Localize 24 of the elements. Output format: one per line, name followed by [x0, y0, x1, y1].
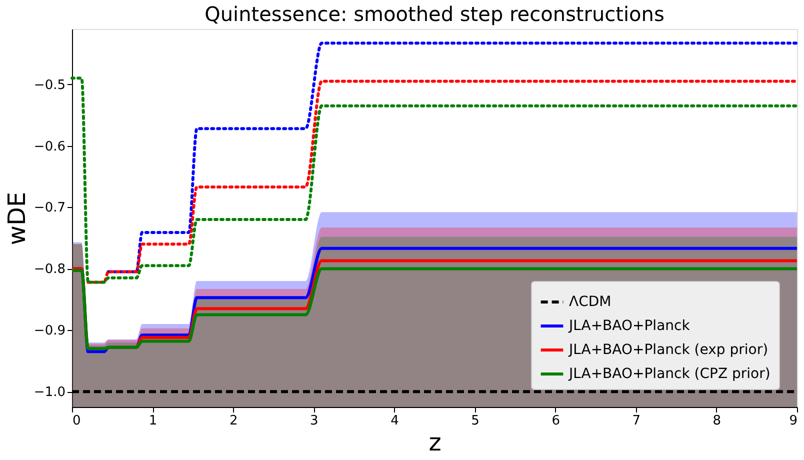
x-tick-label: 6 [552, 414, 560, 428]
y-tick-label: −0.9 [34, 324, 66, 339]
x-axis-title: z [428, 428, 442, 456]
legend-label: JLA+BAO+Planck [568, 318, 691, 334]
legend-label: JLA+BAO+Planck (CPZ prior) [568, 366, 770, 382]
line-series [106, 42, 798, 274]
y-tick-label: −1.0 [34, 385, 66, 400]
legend-label: JLA+BAO+Planck (exp prior) [568, 342, 768, 358]
x-tick-label: 7 [632, 414, 641, 428]
chart-title: Quintessence: smoothed step reconstructions [204, 2, 664, 26]
x-tick-label: 5 [471, 414, 480, 428]
x-tick-label: 1 [148, 414, 158, 428]
y-tick-label: −0.6 [34, 139, 66, 154]
x-tick-label: 3 [310, 414, 318, 428]
y-tick-label: −0.8 [34, 262, 66, 278]
x-tick-label: 9 [789, 414, 798, 428]
y-tick-label: −0.5 [34, 78, 66, 93]
x-tick-label: 0 [72, 414, 81, 428]
x-tick-label: 8 [712, 414, 722, 428]
y-axis-title: wDE [2, 192, 31, 246]
x-tick-label: 4 [390, 414, 399, 428]
x-tick-label: 2 [229, 414, 238, 428]
legend-label: ΛCDM [569, 294, 612, 310]
y-tick-label: −0.7 [34, 200, 66, 216]
